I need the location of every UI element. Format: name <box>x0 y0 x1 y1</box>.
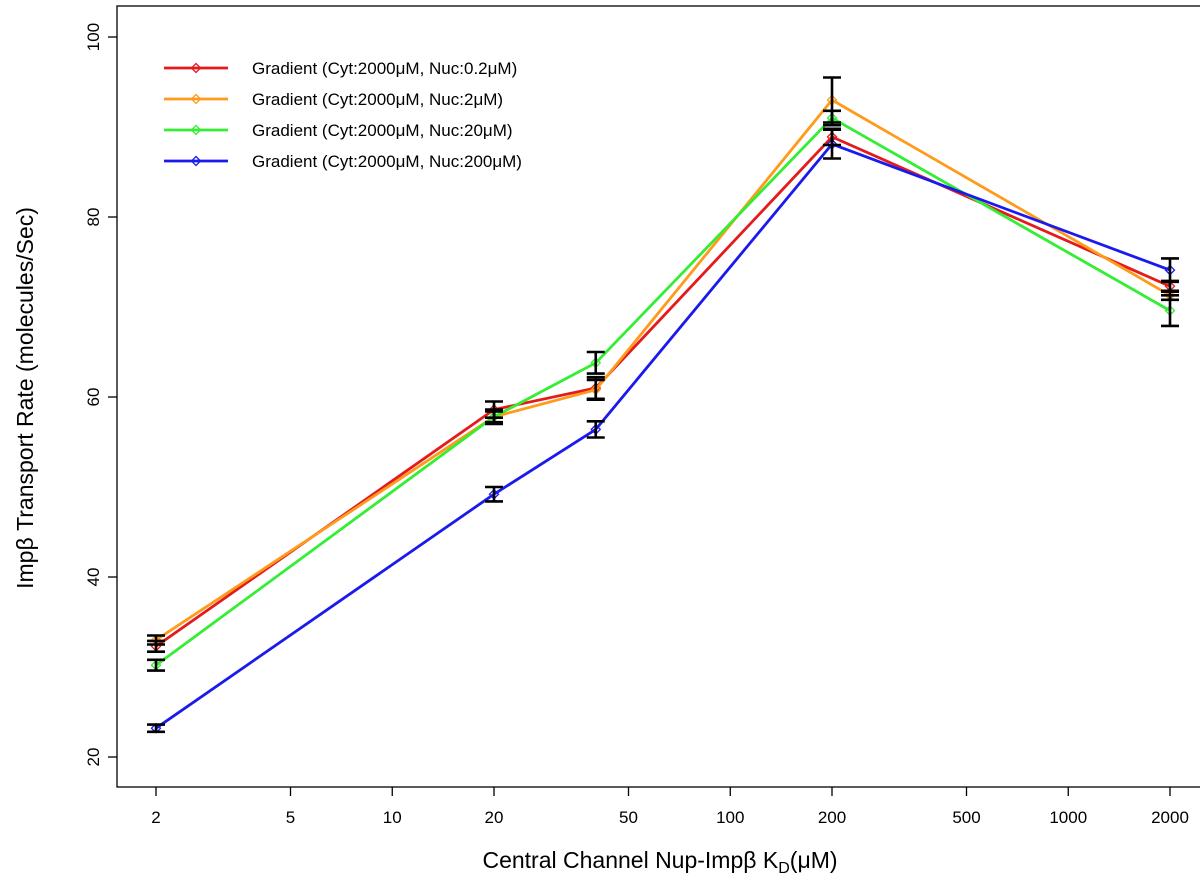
y-tick-label: 100 <box>84 23 103 51</box>
legend-label: Gradient (Cyt:2000μM, Nuc:0.2μM) <box>252 59 517 78</box>
series-3 <box>150 112 1176 671</box>
y-tick-label: 60 <box>84 388 103 407</box>
legend-item-1: Gradient (Cyt:2000μM, Nuc:0.2μM) <box>164 59 517 78</box>
y-tick-label: 20 <box>84 748 103 767</box>
error-bar <box>586 378 605 401</box>
x-axis-title: Central Channel Nup-Impβ KD(μM) <box>482 847 837 877</box>
x-tick-label: 20 <box>485 808 504 827</box>
series-line <box>155 116 1171 667</box>
legend-marker <box>190 62 202 74</box>
legend: Gradient (Cyt:2000μM, Nuc:0.2μM) Gradient… <box>164 59 522 171</box>
series-layer <box>147 76 1179 734</box>
x-axis-title-unit: (μM) <box>790 847 838 873</box>
y-axis-title: Impβ Transport Rate (molecules/Sec) <box>12 207 38 589</box>
series-2 <box>150 94 1176 646</box>
series-4 <box>150 138 1176 734</box>
error-bar <box>1161 294 1179 328</box>
error-bars-1 <box>147 127 1179 653</box>
x-tick-label: 200 <box>818 808 846 827</box>
legend-marker <box>190 155 202 167</box>
x-tick-label: 2000 <box>1151 808 1189 827</box>
legend-label: Gradient (Cyt:2000μM, Nuc:2μM) <box>252 90 503 109</box>
error-bar <box>1161 257 1179 284</box>
x-axis-title-subscript: D <box>778 860 790 877</box>
error-bar <box>485 410 503 424</box>
x-tick-label: 1000 <box>1049 808 1087 827</box>
y-tick-label: 80 <box>84 208 103 227</box>
legend-marker <box>190 124 202 136</box>
error-bar <box>586 420 605 439</box>
legend-item-4: Gradient (Cyt:2000μM, Nuc:200μM) <box>164 152 522 171</box>
legend-item-3: Gradient (Cyt:2000μM, Nuc:20μM) <box>164 121 513 140</box>
error-bar <box>586 350 605 375</box>
series-line <box>155 142 1171 730</box>
x-tick-label: 500 <box>952 808 980 827</box>
series-line <box>155 98 1171 642</box>
x-tick-label: 50 <box>619 808 638 827</box>
error-bars-3 <box>147 109 1179 672</box>
error-bar <box>485 485 503 503</box>
error-bar <box>147 658 165 672</box>
legend-item-2: Gradient (Cyt:2000μM, Nuc:2μM) <box>164 90 503 109</box>
x-axis: 2 5 10 20 50 100 200 500 1000 2000 <box>151 787 1189 827</box>
error-bar <box>823 128 841 160</box>
error-bar <box>147 634 165 646</box>
y-axis: 20 40 60 80 100 <box>84 23 117 767</box>
error-bars-4 <box>147 128 1179 734</box>
x-tick-label: 2 <box>151 808 160 827</box>
legend-label: Gradient (Cyt:2000μM, Nuc:20μM) <box>252 121 513 140</box>
error-bar <box>823 109 841 127</box>
legend-marker <box>190 93 202 105</box>
y-tick-label: 40 <box>84 568 103 587</box>
x-tick-label: 100 <box>716 808 744 827</box>
error-bar <box>147 723 165 734</box>
legend-label: Gradient (Cyt:2000μM, Nuc:200μM) <box>252 152 522 171</box>
x-axis-title-main: Central Channel Nup-Impβ K <box>482 847 778 873</box>
x-tick-label: 5 <box>286 808 295 827</box>
x-tick-label: 10 <box>383 808 402 827</box>
